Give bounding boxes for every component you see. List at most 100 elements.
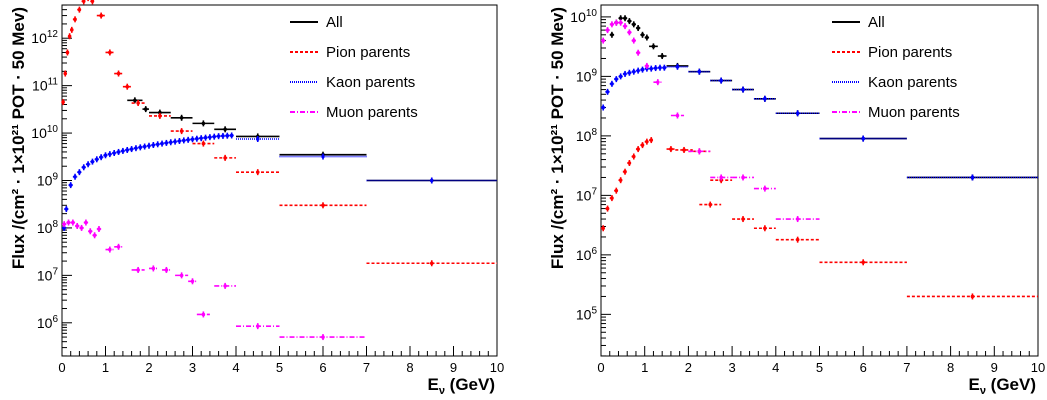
legend-label: All (868, 14, 885, 31)
data-point (645, 64, 649, 68)
data-point (636, 26, 640, 30)
data-point (73, 174, 77, 179)
data-point (623, 72, 627, 76)
data-point (103, 153, 108, 158)
data-point (636, 147, 640, 151)
data-point (81, 165, 86, 170)
data-point (221, 134, 225, 138)
y-tick-label: 109 (576, 67, 598, 84)
data-point (640, 33, 645, 37)
data-point (675, 64, 680, 69)
data-point (429, 261, 434, 266)
data-point (669, 147, 673, 151)
data-point (229, 133, 234, 138)
x-tick-label: 2 (685, 360, 692, 375)
data-point (223, 284, 227, 288)
data-point (321, 154, 325, 159)
data-point (627, 70, 632, 75)
data-point (190, 279, 195, 284)
data-point (645, 35, 649, 40)
legend: All Pion parents Kaon parents Muon parents (832, 14, 960, 121)
data-point (108, 50, 112, 55)
data-point (69, 28, 74, 32)
x-tick-label: 3 (728, 360, 735, 375)
data-point (614, 20, 619, 25)
data-point (631, 69, 636, 74)
data-point (77, 7, 82, 12)
plot-frame (600, 4, 1039, 357)
y-tick-label: 105 (576, 305, 598, 322)
data-point (208, 135, 212, 139)
x-tick-label: 8 (947, 360, 954, 375)
data-point (610, 33, 614, 37)
legend-label: All (326, 14, 343, 31)
y-tick-label: 1010 (570, 8, 597, 25)
data-point (795, 217, 800, 221)
series-muon-parents (62, 219, 367, 341)
x-tick-label: 2 (145, 360, 152, 375)
data-point (75, 224, 80, 228)
data-point (201, 312, 206, 317)
legend-label: Kaon parents (326, 74, 415, 91)
legend: All Pion parents Kaon parents Muon parents (290, 14, 418, 121)
data-point (168, 140, 173, 145)
x-axis-label: Eν (GeV) (968, 375, 1036, 397)
data-point (640, 143, 645, 147)
data-point (741, 87, 745, 92)
data-point (651, 44, 656, 49)
data-point (99, 13, 103, 18)
data-point (610, 196, 614, 200)
x-tick-label: 10 (490, 360, 504, 375)
data-point (610, 22, 614, 27)
data-point (186, 138, 190, 142)
data-point (203, 135, 208, 140)
data-point (636, 50, 640, 55)
x-axis-label: Eν (GeV) (427, 375, 495, 397)
data-point (321, 203, 325, 208)
data-point (658, 65, 662, 70)
x-tick-label: 9 (450, 360, 457, 375)
series-all (609, 15, 1038, 181)
data-point (179, 115, 184, 120)
y-tick-label: 107 (37, 266, 59, 283)
data-point (190, 137, 195, 142)
data-point (601, 105, 605, 110)
data-point (125, 84, 130, 89)
data-point (861, 136, 865, 141)
data-point (179, 129, 184, 133)
data-point (255, 324, 260, 328)
data-point (649, 138, 654, 142)
data-point (223, 127, 227, 132)
y-tick-label: 108 (37, 219, 59, 236)
data-point (65, 50, 70, 55)
data-point (129, 147, 134, 151)
data-point (158, 114, 162, 118)
y-tick-label: 107 (576, 186, 598, 203)
x-tick-label: 1 (641, 360, 648, 375)
data-point (212, 134, 217, 139)
data-point (88, 229, 93, 234)
data-point (164, 268, 169, 272)
data-point (601, 226, 605, 231)
data-point (64, 207, 69, 211)
data-point (160, 141, 164, 146)
x-tick-label: 5 (276, 360, 283, 375)
y-tick-label: 109 (37, 172, 59, 189)
legend-label: Muon parents (326, 104, 418, 121)
data-point (623, 24, 627, 28)
data-point (653, 66, 658, 70)
data-point (970, 294, 975, 299)
data-point (108, 247, 112, 252)
data-point (623, 16, 627, 21)
data-point (618, 20, 623, 25)
x-tick-label: 0 (58, 360, 65, 375)
data-point (143, 107, 148, 111)
data-point (255, 170, 260, 174)
data-point (631, 38, 636, 43)
data-point (81, 0, 86, 4)
data-point (618, 16, 623, 21)
data-point (429, 178, 434, 183)
data-point (116, 71, 121, 76)
data-point (656, 80, 660, 84)
